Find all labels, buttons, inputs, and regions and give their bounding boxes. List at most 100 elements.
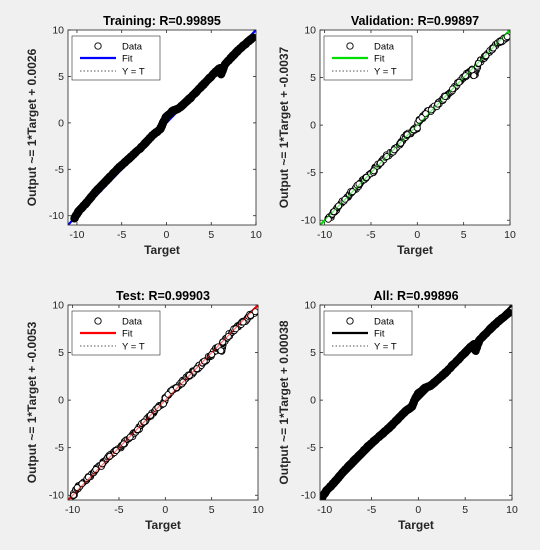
training-x-tick-label: -5	[117, 229, 126, 241]
test-data-point	[200, 357, 208, 365]
training-title: Training: R=0.99895	[103, 14, 221, 28]
training-data-point	[156, 125, 164, 134]
all-legend-entry: Y = T	[374, 342, 397, 353]
all-axes-box	[319, 304, 513, 501]
test-data-point	[126, 433, 134, 441]
all-data-point	[334, 473, 343, 481]
test-fit-line-overlay	[68, 305, 258, 500]
training-data-point	[194, 86, 202, 95]
training-data-point	[114, 164, 122, 173]
test-x-tick-label: -5	[114, 504, 123, 516]
training-x-axis-label: Target	[144, 243, 180, 257]
training-data-point	[207, 72, 215, 81]
validation-data-point	[403, 131, 411, 139]
test-x-axis-label: Target	[145, 518, 181, 532]
training-data-point	[80, 201, 88, 210]
training-y-tick-label: 5	[58, 71, 64, 83]
training-regression-plot: Training: R=0.99895 -10 -5 0 5 10 -10 -5 0 5 10 Tar…	[25, 14, 262, 257]
all-y-tick-label: -5	[307, 442, 316, 454]
training-y-tick-label: 10	[52, 25, 64, 37]
all-data-point	[349, 458, 357, 466]
test-data-point	[172, 384, 180, 392]
all-x-tick-label: 10	[506, 504, 518, 516]
validation-legend-entry: Data	[374, 42, 395, 53]
all-legend-entry: Data	[374, 317, 395, 328]
test-regression-plot: Test: R=0.99903 -10 -5 0 5 10 -10 -5 0 5 10 Target O…	[25, 289, 264, 532]
test-y-axis-label: Output ~= 1*Target + -0.0053	[25, 321, 39, 483]
validation-x-tick-label: 10	[504, 229, 516, 241]
validation-data-point	[482, 52, 490, 60]
validation-data-point	[355, 180, 363, 188]
validation-plot-content	[320, 30, 510, 225]
all-data-point	[482, 329, 490, 338]
all-data-point	[426, 382, 435, 390]
training-y-axis-label: Output ~= 1*Target + 0.0026	[25, 48, 39, 206]
training-data-point	[217, 70, 225, 79]
all-data-point	[454, 355, 463, 363]
all-y-tick-label: 5	[310, 347, 316, 359]
training-data-point	[86, 194, 95, 202]
training-data-point	[143, 137, 151, 146]
test-legend-entry: Y = T	[122, 342, 145, 353]
training-data-point	[135, 145, 144, 153]
test-x-tick-label: 0	[162, 504, 168, 516]
all-data-point	[489, 322, 498, 330]
validation-x-tick-label: 0	[414, 229, 420, 241]
validation-data-point	[489, 44, 497, 52]
test-plot-content	[68, 305, 258, 500]
test-data-point	[98, 460, 106, 468]
all-title: All: R=0.99896	[373, 289, 458, 303]
training-data-point	[174, 105, 182, 113]
all-ticks: -10 -5 0 5 10 -10 -5 0 5 10	[301, 300, 518, 517]
all-data-point	[386, 423, 394, 431]
test-axes-box	[67, 304, 259, 501]
validation-data-point	[427, 106, 435, 114]
training-y-tick-label: 0	[58, 117, 64, 129]
all-y-tick-label: 0	[310, 395, 316, 407]
validation-axes-box	[319, 29, 511, 226]
validation-data-point	[370, 167, 378, 175]
test-data-point	[219, 338, 227, 346]
training-legend-entry: Y = T	[122, 67, 145, 78]
all-y-axis-label: Output ~= 1*Target + 0.00038	[277, 320, 291, 485]
validation-x-tick-label: 5	[461, 229, 467, 241]
test-y-tick-label: 10	[52, 300, 64, 312]
test-data-point	[78, 480, 86, 488]
test-x-tick-label: 5	[209, 504, 215, 516]
training-data-point	[121, 158, 130, 166]
training-data-point	[107, 172, 115, 180]
all-x-tick-label: 0	[415, 504, 421, 516]
validation-y-tick-label: 0	[310, 120, 316, 132]
all-data-point	[393, 415, 402, 423]
all-data-point	[371, 436, 380, 444]
test-y-tick-label: -5	[55, 442, 64, 454]
test-data-point	[208, 351, 216, 358]
training-x-tick-label: 5	[208, 229, 214, 241]
all-data-point	[356, 450, 365, 459]
training-data-point	[70, 214, 79, 223]
training-data-point	[249, 33, 256, 42]
validation-y-axis-label: Output ~= 1*Target + -0.0037	[277, 46, 291, 208]
training-data-points	[70, 33, 256, 223]
validation-x-tick-label: -10	[317, 229, 332, 241]
validation-data-point	[390, 146, 398, 154]
validation-x-axis-label: Target	[397, 243, 433, 257]
all-data-point	[364, 442, 372, 451]
validation-regression-plot: Validation: R=0.99897 -10 -5 0 5 10 -10 -5 0 5 10 T…	[277, 14, 516, 257]
training-data-point	[234, 46, 242, 55]
all-y-tick-label: -10	[301, 490, 316, 502]
validation-y-tick-label: 10	[304, 25, 316, 37]
training-legend-entry: Data	[122, 42, 143, 53]
training-legend-entry: Fit	[122, 54, 133, 65]
test-data-point	[232, 325, 240, 333]
training-y-tick-label: -10	[49, 210, 64, 222]
test-data-point	[193, 365, 201, 373]
all-data-point	[471, 346, 480, 355]
training-data-point	[92, 186, 101, 195]
test-data-point	[92, 466, 100, 474]
test-x-tick-label: -10	[65, 504, 80, 516]
